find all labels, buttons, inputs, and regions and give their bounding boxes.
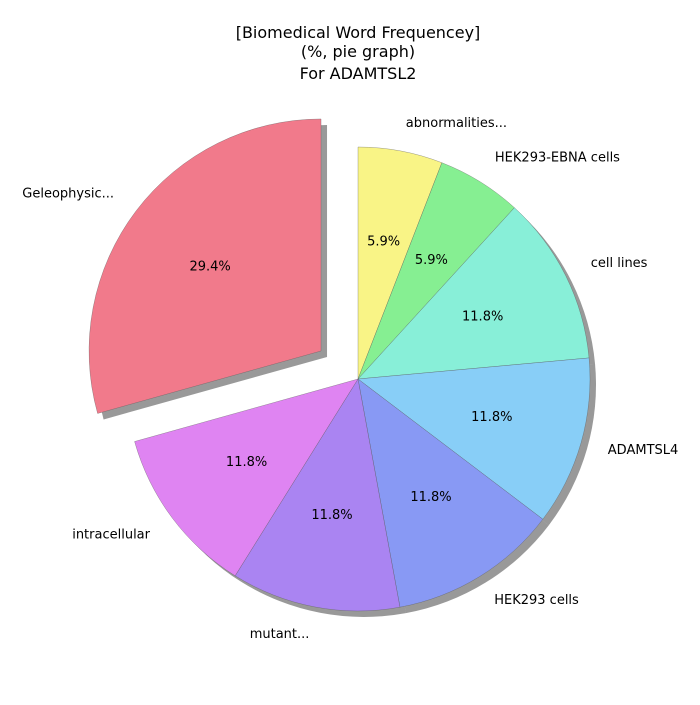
percent-label-cell-lines: 11.8% [462,310,503,325]
pie-slice-cell-lines [357,207,590,380]
slice-label-intracellular: intracellular [72,527,150,542]
percent-label-abnormalities: 5.9% [367,235,400,250]
percent-label-hek293-ebna-cells: 5.9% [415,253,448,268]
slice-label-geleophysic: Geleophysic... [22,186,114,201]
percent-label-hek293-cells: 11.8% [410,490,451,505]
slice-label-adamtsl4: ADAMTSL4 [608,443,679,458]
pie-slice-hek293-cells [357,378,544,608]
chart-title-line-3: For ADAMTSL2 [300,64,417,83]
pie-slice-geleophysic [88,118,322,414]
percent-label-adamtsl4: 11.8% [471,410,512,425]
chart-title-line-2: (%, pie graph) [301,42,415,61]
chart-title-line-1: [Biomedical Word Frequencey] [236,23,481,42]
percent-label-geleophysic: 29.4% [189,259,230,274]
pie-slice-adamtsl4 [357,357,591,520]
slice-label-cell-lines: cell lines [591,256,648,271]
pie-slices [88,118,591,612]
percent-label-mutant: 11.8% [311,508,352,523]
chart-title: [Biomedical Word Frequencey] (%, pie gra… [236,23,481,83]
slice-labels: abnormalities... HEK293-EBNA cells cell li… [22,116,678,642]
percent-label-intracellular: 11.8% [226,455,267,470]
percent-labels: 5.9% 5.9% 11.8% 11.8% 11.8% 11.8% 11.8% 29.4% [189,235,512,524]
slice-label-mutant: mutant... [250,627,310,642]
pie-slice-mutant [234,378,401,612]
slice-label-abnormalities: abnormalities... [406,116,507,131]
pie-slice-intracellular [134,378,359,577]
slice-label-hek293-cells: HEK293 cells [494,593,579,608]
slice-label-hek293-ebna-cells: HEK293-EBNA cells [495,151,620,166]
